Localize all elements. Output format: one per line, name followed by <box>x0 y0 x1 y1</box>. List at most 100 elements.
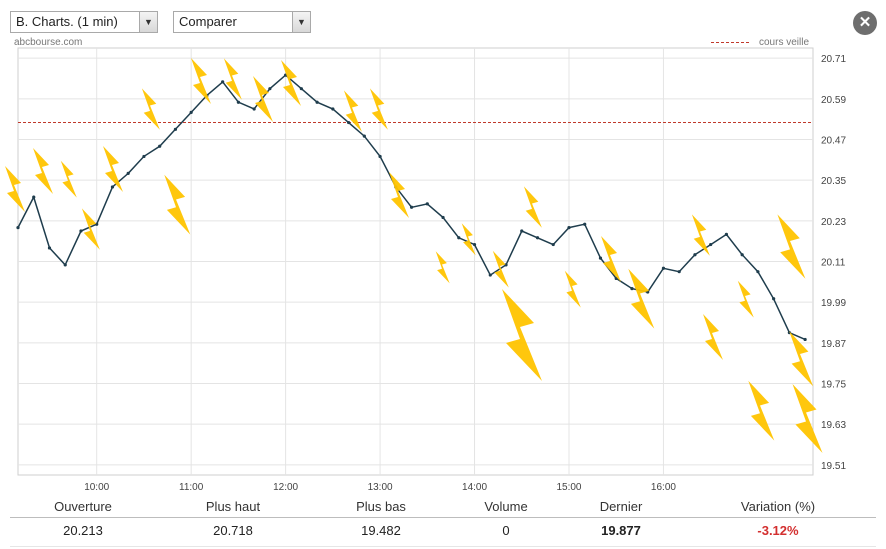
price-point <box>409 205 414 209</box>
y-tick-label: 19.87 <box>821 339 846 350</box>
lightning-bolt-icon <box>789 331 814 387</box>
lightning-bolt-icon <box>343 90 362 132</box>
y-tick-label: 20.11 <box>821 258 846 269</box>
price-point <box>221 80 225 84</box>
price-point <box>299 87 303 91</box>
y-tick-label: 20.59 <box>821 95 846 106</box>
x-tick-label: 16:00 <box>651 482 676 493</box>
price-point <box>425 202 429 206</box>
lightning-bolt-icon <box>191 58 211 104</box>
lightning-bolt-icon <box>691 214 710 256</box>
y-tick-label: 20.35 <box>821 176 846 187</box>
price-point <box>268 87 272 91</box>
lightning-bolt-icon <box>141 88 160 130</box>
price-point <box>772 297 776 301</box>
price-point <box>583 222 587 226</box>
x-tick-label: 12:00 <box>273 482 298 493</box>
y-tick-label: 20.71 <box>821 54 846 65</box>
y-tick-label: 19.75 <box>821 380 846 391</box>
price-point <box>709 242 713 247</box>
lightning-bolt-icon <box>492 250 509 288</box>
stat-value: 20.718 <box>213 523 253 538</box>
lightning-bolt-icon <box>223 58 242 100</box>
lightning-bolt-icon <box>164 174 191 235</box>
price-point <box>441 215 445 220</box>
price-point <box>126 171 130 175</box>
lightning-bolt-icon <box>523 186 542 228</box>
price-chart: 20.71 20.59 20.47 20.35 20.23 20.11 19.99 19.87… <box>5 47 846 493</box>
lightning-bolt-icon <box>461 223 476 256</box>
price-point <box>189 110 193 114</box>
stat-header: Plus haut <box>205 499 261 514</box>
lightning-bolt-icon <box>628 268 655 329</box>
lightning-bolt-icon <box>792 384 823 453</box>
chevron-down-icon[interactable]: ▼ <box>139 12 157 32</box>
price-point <box>346 120 351 125</box>
stat-value: 19.482 <box>361 523 401 538</box>
lightning-bolt-icon <box>703 314 723 360</box>
price-point <box>252 107 256 111</box>
price-point <box>47 246 52 250</box>
stat-header: Dernier <box>599 499 643 514</box>
legend: cours veille <box>711 37 809 48</box>
price-point <box>16 226 20 230</box>
lightning-bolt-icon <box>601 236 621 282</box>
lightning-bolt-icon <box>60 160 77 198</box>
y-tick-label: 19.99 <box>821 298 846 309</box>
stats-divider-bottom <box>10 546 876 547</box>
price-point <box>79 229 83 233</box>
price-point <box>158 144 162 148</box>
stat-header: Volume <box>484 499 528 514</box>
legend-label: cours veille <box>759 37 810 48</box>
price-point <box>661 266 666 270</box>
x-tick-label: 10:00 <box>84 482 109 493</box>
price-point <box>740 253 744 257</box>
lightning-bolt-icon <box>777 214 806 279</box>
price-point <box>236 100 240 104</box>
price-point <box>63 263 67 267</box>
price-point <box>362 134 366 138</box>
compare-select-value: Comparer <box>179 14 237 29</box>
y-tick-label: 19.51 <box>821 461 846 472</box>
price-point <box>551 242 555 247</box>
stat-value: -3.12% <box>757 523 799 538</box>
chart-type-select-value: B. Charts. (1 min) <box>16 14 118 29</box>
price-point <box>803 337 807 342</box>
lightning-bolt-icon <box>389 172 409 218</box>
price-point <box>693 253 697 257</box>
price-point <box>488 273 492 277</box>
price-point <box>535 236 540 240</box>
price-point <box>378 154 382 159</box>
x-tick-label: 14:00 <box>462 482 487 493</box>
stat-value: 19.877 <box>601 523 641 538</box>
x-tick-label: 13:00 <box>368 482 393 493</box>
price-point <box>173 127 178 131</box>
price-point <box>110 185 115 189</box>
x-tick-label: 11:00 <box>179 482 204 493</box>
stat-header: Plus bas <box>356 499 406 514</box>
stat-value: 0 <box>502 523 510 538</box>
price-point <box>567 226 571 230</box>
chart-type-select[interactable]: B. Charts. (1 min) ▼ <box>10 11 158 33</box>
price-point <box>598 256 603 260</box>
close-icon[interactable]: ✕ <box>853 11 877 35</box>
lightning-bolt-icon <box>5 166 25 212</box>
lightning-bolt-icon <box>369 88 388 130</box>
lightning-bolt-icon <box>33 148 53 194</box>
price-point <box>331 107 335 111</box>
compare-select[interactable]: Comparer ▼ <box>173 11 311 33</box>
chevron-down-icon[interactable]: ▼ <box>292 12 310 32</box>
y-tick-label: 19.63 <box>821 420 846 431</box>
price-point <box>756 270 760 274</box>
chart-source: abcbourse.com <box>14 37 83 48</box>
y-tick-label: 20.47 <box>821 136 846 147</box>
price-point <box>677 270 681 274</box>
lightning-bolt-icon <box>748 380 775 441</box>
lightning-bolt-icon <box>502 289 542 381</box>
lightning-bolt-icon <box>81 208 100 250</box>
price-point <box>472 242 477 247</box>
lightning-bolt-icon <box>103 146 123 192</box>
price-point <box>32 195 36 199</box>
lightning-bolt-icon <box>564 270 581 308</box>
price-point <box>457 236 461 240</box>
